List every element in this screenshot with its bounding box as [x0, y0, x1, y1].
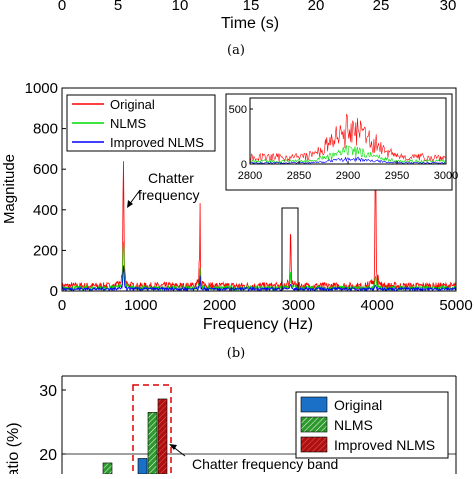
x-tick-label: 5000 [439, 297, 472, 314]
panel-b-y-ticks: 0 200 400 600 800 1000 [25, 80, 66, 300]
series-line-2 [61, 265, 457, 292]
x-tick-label: 3000 [282, 297, 315, 314]
panel-a-tick-25: 25 [373, 0, 390, 14]
panel-b-caption: (b) [227, 346, 245, 361]
panel-b: Magnitude 0 200 400 600 800 1000 0 1000 2000 300… [1, 80, 473, 361]
y-tick-label: 600 [33, 161, 58, 178]
legend-label-nlms: NLMS [110, 116, 146, 131]
bar-0 [137, 458, 148, 475]
legend-c-label-original: Original [334, 397, 382, 413]
inset-ticks: 2800 2850 2900 2950 3000 0 500 [229, 104, 459, 182]
panel-c-legend: Original NLMS Improved NLMS [295, 391, 449, 459]
legend-c-swatch-improved [300, 436, 328, 453]
chatter-band-box [132, 384, 172, 479]
legend-c-swatch-nlms [300, 416, 328, 433]
x-tick-label: 4000 [361, 297, 394, 314]
series-line-0 [61, 116, 457, 291]
inset-x-tick-label: 2950 [385, 170, 409, 182]
y-tick-label: 800 [33, 121, 58, 138]
panel-a: 0 5 10 15 20 25 30 Time (s) (a) [58, 0, 457, 58]
inset-line-2 [249, 156, 446, 164]
bar-2 [157, 398, 168, 475]
inset-x-tick-label: 3000 [434, 170, 458, 182]
inset-x-tick-label: 2850 [287, 170, 311, 182]
panel-a-tick-20: 20 [308, 0, 325, 14]
chatter-annotation-line1: Chatter [148, 170, 194, 186]
inset-spectrum [249, 113, 446, 164]
y-tick-label: 400 [33, 202, 58, 219]
zoom-box [281, 207, 299, 292]
band-arrow-head [169, 444, 177, 450]
panel-b-axes-box [61, 87, 457, 292]
bar-extra [102, 462, 113, 475]
y-tick-label: 1000 [25, 80, 58, 97]
panel-c-bars [102, 398, 168, 475]
panel-a-tick-15: 15 [243, 0, 260, 14]
chatter-arrow-head [127, 200, 133, 208]
panel-a-tick-30: 30 [440, 0, 457, 14]
inset-y-tick-label: 0 [241, 159, 247, 171]
inset-x-tick-label: 2900 [336, 170, 360, 182]
inset-x-tick-label: 2800 [238, 170, 262, 182]
legend-c-swatch-original [300, 396, 328, 413]
panel-a-caption: (a) [227, 43, 245, 58]
series-line-1 [61, 241, 457, 292]
legend-label-improved: Improved NLMS [110, 135, 204, 150]
y-tick-label: 0 [50, 283, 58, 300]
panel-a-tick-0: 0 [58, 0, 66, 14]
band-annotation: Chatter frequency band [192, 456, 338, 472]
legend-label-original: Original [110, 97, 155, 112]
panel-c-ylabel: atio (%) [5, 422, 22, 474]
inset-line-0 [249, 113, 446, 163]
bar-1 [147, 412, 158, 475]
inset-line-1 [249, 145, 446, 164]
panel-a-tick-5: 5 [114, 0, 122, 14]
panel-b-xlabel: Frequency (Hz) [203, 316, 313, 333]
legend-c-label-nlms: NLMS [334, 417, 373, 433]
inset-y-tick-label: 500 [229, 104, 247, 116]
c-y-tick-label: 20 [39, 447, 57, 464]
legend-c-label-improved: Improved NLMS [334, 437, 435, 453]
inset: 2800 2850 2900 2950 3000 0 500 [225, 93, 459, 191]
chatter-annotation-line2: frequency [138, 187, 199, 203]
x-tick-label: 1000 [124, 297, 157, 314]
x-tick-label: 2000 [203, 297, 236, 314]
panel-a-xlabel: Time (s) [221, 15, 279, 32]
panel-b-spectrum [61, 116, 457, 292]
y-tick-label: 200 [33, 242, 58, 259]
panel-b-ylabel: Magnitude [1, 154, 18, 224]
c-y-tick-label: 30 [39, 383, 57, 400]
panel-b-x-ticks: 0 1000 2000 3000 4000 5000 [58, 287, 473, 314]
panel-a-tick-10: 10 [172, 0, 189, 14]
panel-b-legend: Original NLMS Improved NLMS [66, 94, 216, 152]
x-tick-label: 0 [58, 297, 66, 314]
